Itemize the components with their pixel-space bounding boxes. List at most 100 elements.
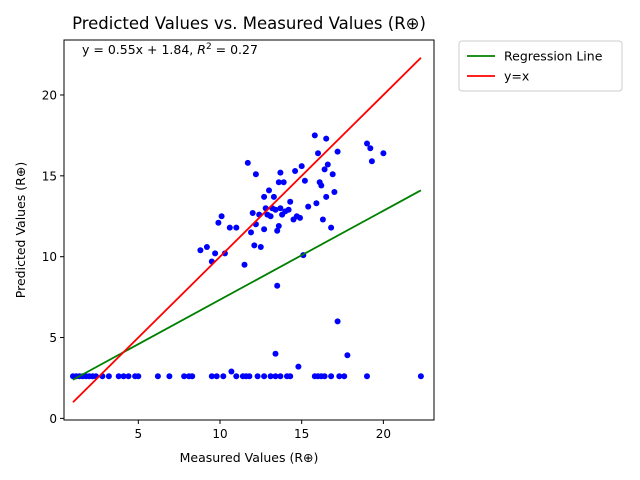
data-point <box>115 373 122 380</box>
data-point <box>328 373 335 380</box>
x-axis-label: Measured Values (R⊕) <box>180 450 319 465</box>
data-point <box>105 373 112 380</box>
annotation-r-symbol: R <box>197 42 206 57</box>
data-point <box>233 373 240 380</box>
data-point <box>305 203 312 210</box>
data-point <box>368 158 375 165</box>
data-point <box>380 150 387 157</box>
data-point <box>324 161 331 168</box>
data-point <box>166 373 173 380</box>
data-point <box>125 373 132 380</box>
data-point <box>246 373 253 380</box>
data-point <box>318 182 325 189</box>
data-point <box>323 135 330 142</box>
data-point <box>274 227 281 234</box>
data-point <box>328 224 335 231</box>
data-point <box>208 373 215 380</box>
data-point <box>313 200 320 207</box>
legend-box <box>458 40 623 92</box>
data-point <box>220 373 227 380</box>
data-point <box>277 169 284 176</box>
data-point <box>298 163 305 170</box>
x-tick-label: 20 <box>376 427 391 441</box>
legend-label-identity: y=x <box>504 69 529 84</box>
data-point <box>254 373 261 380</box>
x-tick-label: 5 <box>135 427 143 441</box>
plot-frame <box>63 39 435 421</box>
data-point <box>301 177 308 184</box>
y-tick-label: 20 <box>42 88 57 102</box>
chart-title: Predicted Values vs. Measured Values (R⊕… <box>72 14 426 33</box>
data-point <box>287 198 294 205</box>
data-point <box>285 206 292 213</box>
data-point <box>212 250 219 257</box>
data-point <box>277 373 284 380</box>
data-point <box>272 373 279 380</box>
data-point <box>244 159 251 166</box>
data-point <box>275 223 282 229</box>
data-point <box>364 140 370 147</box>
data-point <box>203 244 210 250</box>
data-point <box>311 132 318 139</box>
data-point <box>334 318 341 325</box>
data-point <box>367 145 374 152</box>
data-point <box>251 242 258 249</box>
data-point <box>270 193 277 200</box>
data-point <box>287 373 294 380</box>
annotation-r-exponent: 2 <box>206 42 212 52</box>
data-point <box>261 226 268 233</box>
legend-label-regression: Regression Line <box>504 49 603 64</box>
data-point <box>274 282 281 289</box>
legend: Regression Line y=x <box>458 40 623 92</box>
data-point <box>215 219 222 226</box>
plot-content <box>70 57 424 403</box>
axis-ticks: 5 10 15 20 0 5 10 15 20 <box>42 88 391 441</box>
data-point <box>267 213 274 220</box>
data-point <box>135 373 142 380</box>
data-point <box>261 373 268 380</box>
data-point <box>295 363 302 370</box>
x-tick-label: 15 <box>294 427 309 441</box>
data-point <box>336 373 343 380</box>
data-point <box>323 193 330 200</box>
data-point <box>257 244 264 250</box>
identity-line <box>72 57 422 403</box>
data-point <box>228 368 235 375</box>
data-point <box>248 229 254 236</box>
y-tick-label: 0 <box>49 412 57 426</box>
regression-line <box>72 189 422 381</box>
y-tick-label: 15 <box>42 169 57 183</box>
data-point <box>267 373 274 380</box>
data-point <box>181 373 188 380</box>
data-point <box>321 166 328 173</box>
y-tick-label: 5 <box>49 331 57 345</box>
x-tick-label: 10 <box>212 427 227 441</box>
regression-annotation: y = 0.55x + 1.84, R2 = 0.27 <box>82 42 258 57</box>
data-point <box>292 168 299 174</box>
data-point <box>321 373 328 380</box>
data-point <box>249 210 256 216</box>
data-point <box>344 352 351 359</box>
data-point <box>272 206 279 213</box>
data-point <box>241 261 248 268</box>
data-point <box>266 187 272 194</box>
annotation-r-value: = 0.27 <box>212 42 258 57</box>
y-tick-label: 10 <box>42 250 57 264</box>
data-point <box>329 171 336 178</box>
data-point <box>364 373 370 380</box>
data-point <box>315 150 321 157</box>
data-point <box>252 171 259 178</box>
data-point <box>319 216 326 223</box>
data-point <box>272 350 279 357</box>
data-point <box>221 250 228 257</box>
data-point <box>226 224 233 231</box>
data-point <box>154 373 161 380</box>
y-axis-label: Predicted Values (R⊕) <box>13 162 28 298</box>
data-point <box>197 247 204 254</box>
data-point <box>280 179 287 186</box>
annotation-equation: y = 0.55x + 1.84, <box>82 42 197 57</box>
data-point <box>218 213 225 220</box>
data-point <box>297 214 303 221</box>
data-point <box>261 193 268 200</box>
